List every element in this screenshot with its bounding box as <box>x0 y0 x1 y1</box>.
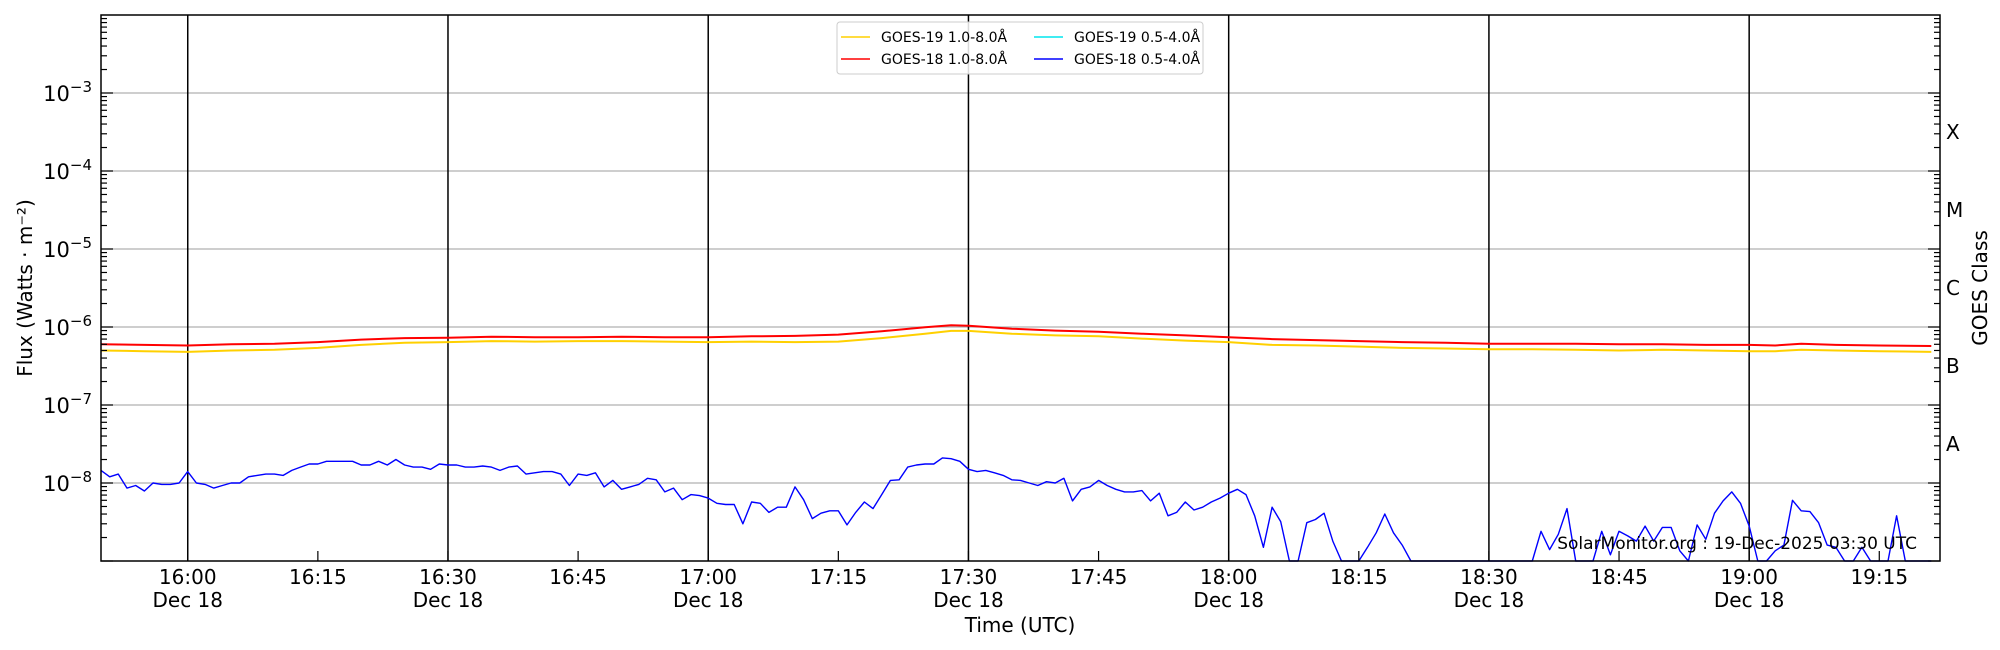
x-tick-label: 17:00 <box>679 565 737 589</box>
y-axis-label: Flux (Watts · m⁻²) <box>13 199 37 377</box>
legend: GOES-19 1.0-8.0Å GOES-18 1.0-8.0Å GOES-1… <box>836 21 1204 75</box>
x-tick-date-label: Dec 18 <box>413 588 484 612</box>
goes-class-labels: X M C B A <box>1946 120 1963 456</box>
y-tick-label: 10−7 <box>43 390 92 418</box>
series-lines <box>100 324 1932 562</box>
watermark-annotation: SolarMonitor.org : 19-Dec-2025 03:30 UTC <box>1557 534 1917 554</box>
goes-class-label-a: A <box>1946 432 1960 456</box>
y-tick-label: 10−8 <box>43 468 92 496</box>
x-tick-date-label: Dec 18 <box>673 588 744 612</box>
x-tick-label: 17:45 <box>1070 565 1128 589</box>
x-tick-label: 19:00 <box>1720 565 1778 589</box>
legend-label-goes19-long: GOES-19 1.0-8.0Å <box>881 29 1007 46</box>
legend-box <box>836 21 1204 75</box>
x-tick-label: 19:15 <box>1850 565 1908 589</box>
x-tick-label: 18:30 <box>1460 565 1518 589</box>
y-axis-label-right: GOES Class <box>1968 230 1992 346</box>
x-tick-date-label: Dec 18 <box>1454 588 1525 612</box>
series-line-0 <box>100 329 1932 353</box>
x-tick-date-label: Dec 18 <box>933 588 1004 612</box>
x-tick-label: 18:00 <box>1200 565 1258 589</box>
goes-class-label-c: C <box>1946 276 1960 300</box>
grid-lines <box>101 92 1940 484</box>
x-tick-label: 18:45 <box>1590 565 1648 589</box>
y-tick-label: 10−5 <box>43 234 92 262</box>
series-line-1 <box>100 324 1932 347</box>
x-tick-label: 16:00 <box>159 565 217 589</box>
x-tick-label: 16:45 <box>549 565 607 589</box>
x-axis-label: Time (UTC) <box>964 613 1076 637</box>
legend-label-goes18-short: GOES-18 0.5-4.0Å <box>1074 51 1200 68</box>
plot-frame <box>100 14 1941 562</box>
x-tick-label: 16:30 <box>419 565 477 589</box>
x-tick-label: 18:15 <box>1330 565 1388 589</box>
goes-class-label-m: M <box>1946 198 1963 222</box>
y-tick-label: 10−3 <box>43 78 92 106</box>
series-line-3 <box>100 457 1932 562</box>
x-tick-label: 17:15 <box>810 565 868 589</box>
goes-class-label-x: X <box>1946 120 1960 144</box>
axis-ticks <box>101 17 1940 562</box>
x-tick-date-label: Dec 18 <box>1193 588 1264 612</box>
y-tick-label: 10−4 <box>43 156 92 184</box>
x-tick-label: 16:15 <box>289 565 347 589</box>
legend-label-goes18-long: GOES-18 1.0-8.0Å <box>881 51 1007 68</box>
goes-class-label-b: B <box>1946 354 1960 378</box>
x-tick-label: 17:30 <box>940 565 998 589</box>
vertical-time-lines <box>186 15 1750 561</box>
x-tick-date-label: Dec 18 <box>152 588 223 612</box>
y-tick-labels: 10−3 10−4 10−5 10−6 10−7 10−8 <box>43 78 92 496</box>
y-tick-label: 10−6 <box>43 312 92 340</box>
legend-label-goes19-short: GOES-19 0.5-4.0Å <box>1074 29 1200 46</box>
x-tick-date-label: Dec 18 <box>1714 588 1785 612</box>
